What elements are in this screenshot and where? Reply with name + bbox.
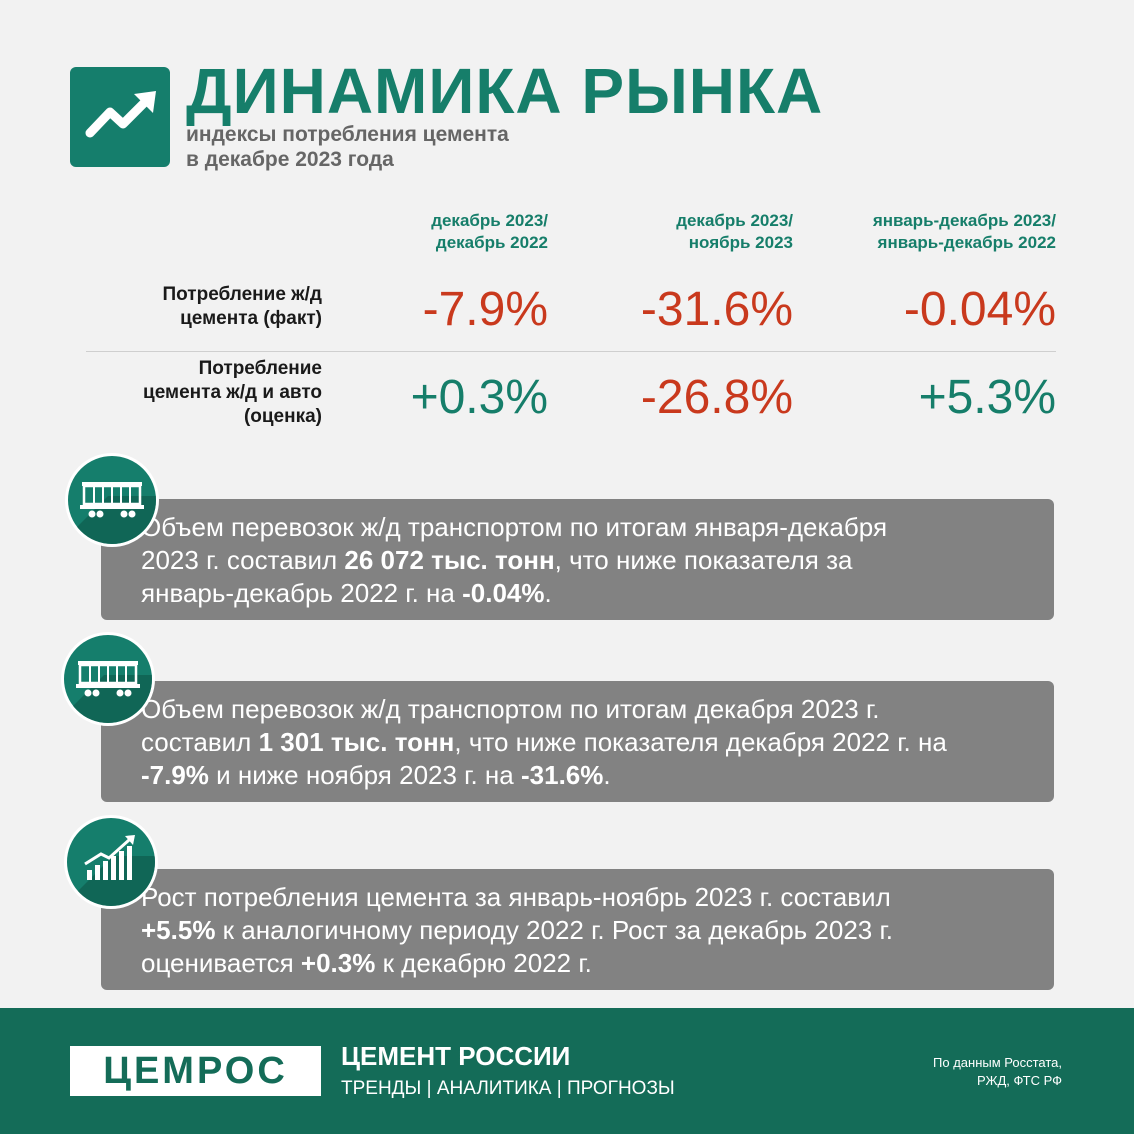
value-total-year-year: +5.3% [918,371,1056,424]
footer-tagline: ТРЕНДЫ | АНАЛИТИКА | ПРОГНОЗЫ [341,1078,675,1099]
brand-logo-text: ЦЕМРОС [103,1050,288,1092]
column-header-line: декабрь 2022 [435,233,548,252]
value-rail-year-year: -0.04% [903,283,1056,336]
column-header-dec-dec: декабрь 2023/ декабрь 2022 [431,210,548,254]
highlight-value: +0.3% [300,948,376,978]
railcar-icon [61,632,155,726]
row-label-line: Потребление ж/д [162,284,322,305]
card-line: оценивается +0.3% к декабрю 2022 г. [141,948,592,978]
card-line: +5.5% к аналогичному периоду 2022 г. Рос… [141,915,894,945]
highlight-value: +5.5% [141,915,216,945]
value-total-dec-nov: -26.8% [640,371,793,424]
highlight-value: -31.6% [520,760,604,790]
column-header-dec-nov: декабрь 2023/ ноябрь 2023 [676,210,793,254]
source-line: По данным Росстата, [933,1055,1062,1070]
source-line: РЖД, ФТС РФ [976,1073,1062,1088]
brand-logo: ЦЕМРОС [70,1046,321,1096]
footer-title: ЦЕМЕНТ РОССИИ [341,1041,571,1071]
card-line: Объем перевозок ж/д транспортом по итога… [141,694,880,724]
row-label-line: Потребление [198,358,322,379]
row-label-rail-fact: Потребление ж/д цемента (факт) [163,283,322,331]
table-divider [86,351,1056,352]
page-subtitle: индексы потребления цемента в декабре 20… [186,122,509,172]
card-line: Рост потребления цемента за январь-ноябр… [141,882,891,912]
page-title: ДИНАМИКА РЫНКА [186,55,824,127]
info-card-rail-year: Объем перевозок ж/д транспортом по итога… [101,499,1054,620]
highlight-value: -7.9% [141,760,209,790]
value-rail-dec-nov: -31.6% [640,283,793,336]
card-line: 2023 г. составил 26 072 тыс. тонн, что н… [141,545,853,575]
row-label-line: (оценка) [243,406,322,427]
value-rail-dec-dec: -7.9% [422,283,548,336]
card-line: Объем перевозок ж/д транспортом по итога… [141,512,888,542]
railcar-icon [65,453,159,547]
source-note: По данным Росстата, РЖД, ФТС РФ [933,1054,1062,1090]
column-header-line: ноябрь 2023 [688,233,793,252]
row-label-line: цемента (факт) [180,308,322,329]
trend-up-arrow-icon [70,67,170,167]
card-line: составил 1 301 тыс. тонн, что ниже показ… [141,727,947,757]
highlight-value: 1 301 тыс. тонн [258,727,455,757]
subtitle-line: индексы потребления цемента [186,123,509,146]
card-line: январь-декабрь 2022 г. на -0.04%. [141,578,552,608]
highlight-value: 26 072 тыс. тонн [344,545,555,575]
growth-chart-icon [64,815,158,909]
highlight-value: -0.04% [462,578,545,608]
info-card-consumption-growth: Рост потребления цемента за январь-ноябр… [101,869,1054,990]
row-label-line: цемента ж/д и авто [143,382,322,403]
info-card-rail-december: Объем перевозок ж/д транспортом по итога… [101,681,1054,802]
row-label-rail-auto-estimate: Потребление цемента ж/д и авто (оценка) [143,357,322,429]
value-total-dec-dec: +0.3% [410,371,548,424]
column-header-line: декабрь 2023/ [431,211,548,230]
card-line: -7.9% и ниже ноября 2023 г. на -31.6%. [141,760,611,790]
column-header-year-year: январь-декабрь 2023/ январь-декабрь 2022 [873,210,1056,254]
subtitle-line: в декабре 2023 года [186,148,394,171]
column-header-line: декабрь 2023/ [676,211,793,230]
column-header-line: январь-декабрь 2023/ [872,211,1056,230]
column-header-line: январь-декабрь 2022 [877,233,1056,252]
